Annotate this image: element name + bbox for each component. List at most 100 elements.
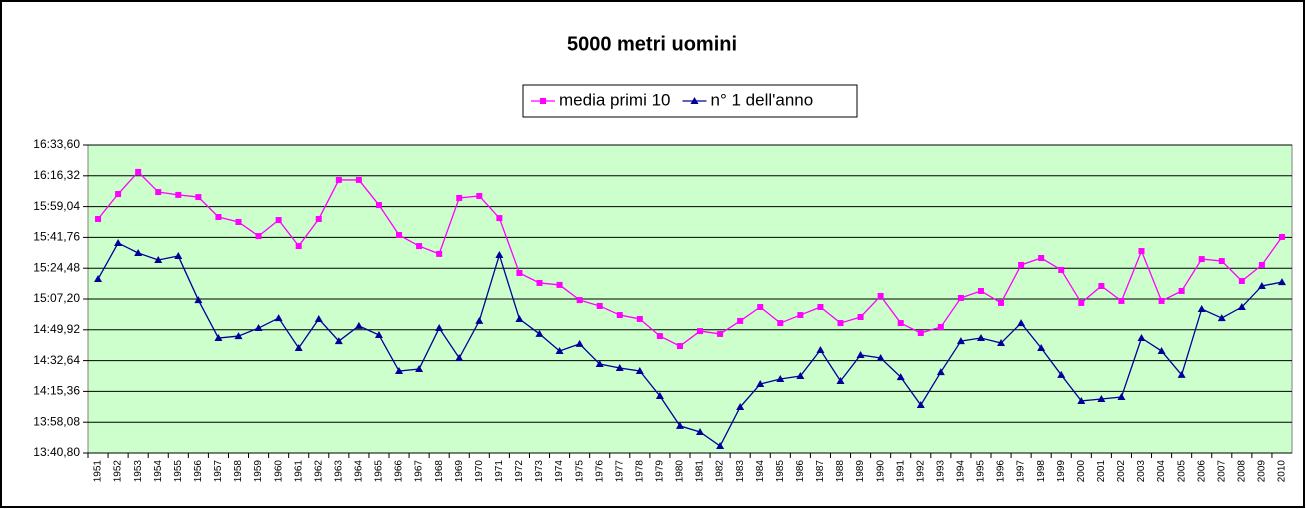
x-tick-label: 1979 [655,460,666,483]
data-point [737,317,744,324]
data-point [1038,255,1045,262]
x-tick-label: 1974 [554,460,565,483]
data-point [1178,287,1185,294]
data-point [936,368,945,376]
data-point [1017,319,1026,327]
data-point [1197,304,1206,312]
data-point [1077,396,1086,404]
x-tick-label: 1994 [956,460,967,483]
y-tick-label: 14:15,36 [33,384,80,398]
data-point [354,321,363,329]
x-tick-label: 2008 [1236,460,1247,483]
legend-marker [690,97,699,104]
x-tick-label: 1955 [173,460,184,483]
data-point [1057,370,1066,378]
data-point [1118,297,1125,304]
x-tick-label: 1987 [815,460,826,483]
data-point [1137,334,1146,342]
data-point [194,296,203,304]
data-point [134,249,143,257]
x-tick-label: 2006 [1196,460,1207,483]
y-tick-label: 15:07,20 [33,291,80,305]
x-tick-label: 1973 [534,460,545,483]
data-point [615,363,624,371]
data-point [655,391,664,399]
data-point [917,330,924,337]
x-tick-label: 2000 [1076,460,1087,483]
data-point [535,329,544,337]
data-point [656,333,663,340]
data-point [956,337,965,345]
data-point [375,202,382,209]
data-point [675,421,684,429]
data-point [556,281,563,288]
y-tick-label: 15:41,76 [33,230,80,244]
data-point [1098,282,1105,289]
data-point [897,320,904,327]
data-point [816,345,825,353]
data-point [1117,393,1126,401]
x-tick-label: 1996 [996,460,1007,483]
legend-label: n° 1 dell'anno [711,90,814,109]
x-tick-label: 1993 [935,460,946,483]
data-point [576,297,583,304]
data-point [396,232,403,239]
data-point [857,314,864,321]
data-point [916,401,925,409]
data-point [395,367,404,375]
y-tick-label: 14:32,64 [33,353,80,367]
data-point [475,316,484,324]
data-point [836,376,845,384]
x-tick-label: 1951 [93,460,104,483]
x-tick-label: 1998 [1036,460,1047,483]
data-point [596,302,603,309]
x-tick-label: 2005 [1176,460,1187,483]
x-tick-label: 1958 [233,460,244,483]
data-point [536,279,543,286]
x-tick-label: 1999 [1056,460,1067,483]
y-tick-label: 16:33,60 [33,137,80,151]
data-point [294,344,303,352]
x-tick-label: 1972 [514,460,525,483]
data-point [374,331,383,339]
y-tick-label: 13:58,08 [33,414,80,428]
x-tick-label: 1975 [574,460,585,483]
chart-title: 5000 metri uomini [567,33,737,55]
data-point [1158,297,1165,304]
x-tick-label: 1980 [675,460,686,483]
data-point [114,239,123,247]
data-point [274,314,283,322]
data-point [856,350,865,358]
legend-label: media primi 10 [559,90,671,109]
x-tick-label: 1969 [454,460,465,483]
data-point [295,243,302,250]
data-point [575,339,584,347]
x-tick-label: 1990 [875,460,886,483]
data-point [937,323,944,330]
data-point [456,194,463,201]
x-tick-label: 1962 [313,460,324,483]
data-point [957,294,964,301]
data-point [214,334,223,342]
x-tick-label: 1966 [394,460,405,483]
data-point [94,275,103,283]
data-point [315,215,322,222]
data-point [616,312,623,319]
data-point [215,214,222,221]
data-point [1157,347,1166,355]
data-point [977,287,984,294]
data-point [717,330,724,337]
data-point [515,314,524,322]
data-point [736,403,745,411]
data-point [255,233,262,240]
data-point [756,380,765,388]
x-tick-label: 1954 [153,460,164,483]
data-point [1278,233,1285,240]
x-tick-label: 1995 [976,460,987,483]
data-point [234,332,243,340]
x-tick-label: 1952 [113,460,124,483]
data-point [716,442,725,450]
data-point [777,320,784,327]
x-tick-label: 1985 [775,460,786,483]
x-tick-label: 1978 [634,460,645,483]
